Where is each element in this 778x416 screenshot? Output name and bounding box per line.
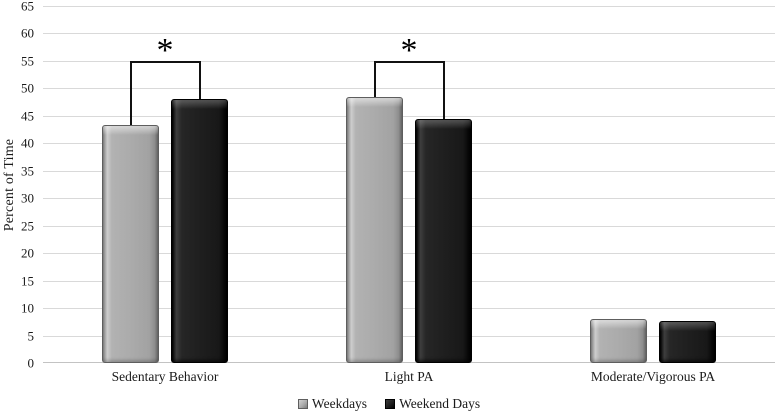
gridline-0 — [43, 362, 775, 363]
gridline-35 — [43, 170, 775, 172]
significance-bracket-left — [129, 60, 132, 126]
significance-bracket-right — [198, 60, 201, 99]
y-tick-label-65: 65 — [21, 0, 34, 14]
significance-asterisk: * — [400, 31, 418, 69]
weekend-days-swatch-icon — [385, 399, 396, 409]
y-tick-label-15: 15 — [21, 273, 34, 289]
gridline-10 — [43, 308, 775, 310]
y-axis-tick-labels: 0 5 10 15 20 25 30 35 40 45 50 55 60 65 — [0, 0, 35, 370]
y-tick-label-0: 0 — [27, 355, 35, 371]
plot-area: * * — [43, 6, 775, 363]
category-label-sedentary-behavior: Sedentary Behavior — [111, 369, 219, 384]
legend-label-weekdays: Weekdays — [311, 396, 368, 411]
bar-weekdays-sedentary-behavior — [102, 125, 159, 363]
bar-weekend-days-moderate-vigorous-pa — [659, 320, 716, 363]
significance-asterisk: * — [156, 31, 174, 69]
gridline-60 — [43, 33, 775, 35]
gridline-40 — [43, 143, 775, 145]
gridline-45 — [43, 115, 775, 117]
y-tick-label-35: 35 — [21, 163, 34, 179]
legend-item-weekdays: Weekdays — [297, 396, 368, 412]
legend: Weekdays Weekend Days — [0, 395, 778, 413]
gridline-15 — [43, 280, 775, 282]
gridline-50 — [43, 88, 775, 90]
x-axis-category-labels: Sedentary Behavior Light PA Moderate/Vigor… — [43, 369, 775, 387]
gridline-5 — [43, 335, 775, 337]
y-tick-label-45: 45 — [21, 108, 34, 124]
legend-label-weekend-days: Weekend Days — [399, 396, 481, 411]
category-label-moderate-vigorous-pa: Moderate/Vigorous PA — [590, 369, 716, 384]
gridline-30 — [43, 198, 775, 200]
y-tick-label-25: 25 — [21, 218, 34, 234]
bar-weekdays-moderate-vigorous-pa — [590, 319, 647, 363]
category-label-light-pa: Light PA — [384, 369, 434, 384]
legend-item-weekend-days: Weekend Days — [385, 396, 480, 412]
bar-weekend-days-sedentary-behavior — [171, 98, 228, 363]
y-tick-label-5: 5 — [27, 328, 35, 344]
weekdays-swatch-icon — [297, 399, 308, 409]
gridline-25 — [43, 225, 775, 227]
gridline-20 — [43, 253, 775, 255]
y-tick-label-55: 55 — [21, 53, 34, 69]
significance-bracket-right — [442, 60, 445, 120]
bar-weekdays-light-pa — [346, 96, 403, 363]
y-tick-label-10: 10 — [21, 300, 34, 316]
y-tick-label-40: 40 — [21, 135, 34, 151]
y-tick-label-50: 50 — [21, 80, 34, 96]
y-tick-label-30: 30 — [21, 190, 34, 206]
significance-bracket — [373, 60, 445, 63]
y-tick-label-20: 20 — [21, 245, 34, 261]
significance-bracket-left — [373, 60, 376, 97]
bar-weekend-days-light-pa — [415, 119, 472, 363]
significance-bracket — [129, 60, 201, 63]
y-tick-label-60: 60 — [21, 25, 34, 41]
gridline-65 — [43, 6, 775, 7]
